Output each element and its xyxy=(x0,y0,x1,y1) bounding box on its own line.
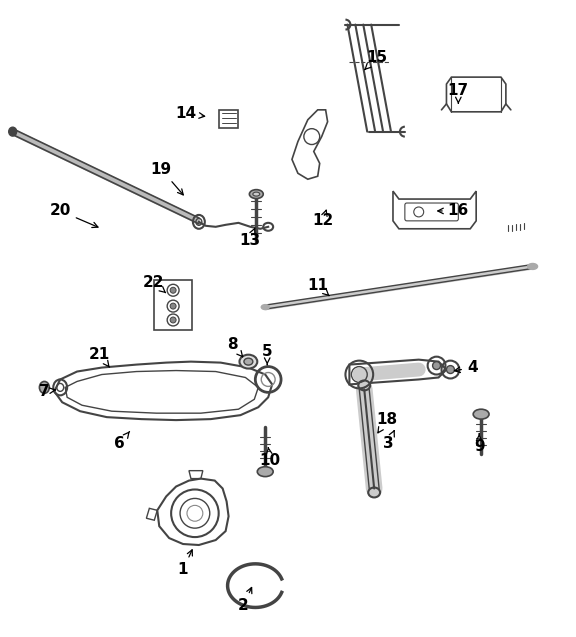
Ellipse shape xyxy=(39,382,50,393)
Circle shape xyxy=(170,287,176,293)
Text: 1: 1 xyxy=(178,550,192,577)
Ellipse shape xyxy=(240,355,257,369)
Text: 11: 11 xyxy=(307,278,329,296)
Text: 21: 21 xyxy=(89,347,111,367)
Text: 2: 2 xyxy=(238,587,252,613)
Circle shape xyxy=(433,362,441,369)
Ellipse shape xyxy=(244,358,253,365)
Text: 20: 20 xyxy=(50,203,98,227)
Text: 3: 3 xyxy=(382,431,395,452)
Ellipse shape xyxy=(473,409,489,419)
Text: 6: 6 xyxy=(114,431,130,452)
Text: 8: 8 xyxy=(227,337,242,357)
Text: 10: 10 xyxy=(260,448,281,468)
Text: 19: 19 xyxy=(151,162,183,195)
Ellipse shape xyxy=(253,192,260,196)
Ellipse shape xyxy=(249,190,263,199)
Text: 15: 15 xyxy=(365,50,388,69)
Text: 17: 17 xyxy=(448,83,469,103)
Text: 4: 4 xyxy=(454,360,478,375)
Ellipse shape xyxy=(257,467,273,476)
Text: 7: 7 xyxy=(39,384,55,399)
Text: 18: 18 xyxy=(377,412,397,433)
Text: 12: 12 xyxy=(312,210,334,228)
Text: 16: 16 xyxy=(438,203,469,218)
Text: 13: 13 xyxy=(239,228,260,248)
Text: 9: 9 xyxy=(474,434,484,454)
Circle shape xyxy=(170,303,176,309)
Ellipse shape xyxy=(262,304,269,310)
Ellipse shape xyxy=(9,127,17,136)
Circle shape xyxy=(170,317,176,323)
Text: 22: 22 xyxy=(143,275,165,293)
Text: 14: 14 xyxy=(176,106,204,121)
Ellipse shape xyxy=(528,264,537,269)
Circle shape xyxy=(446,366,454,373)
Text: 5: 5 xyxy=(262,344,272,365)
